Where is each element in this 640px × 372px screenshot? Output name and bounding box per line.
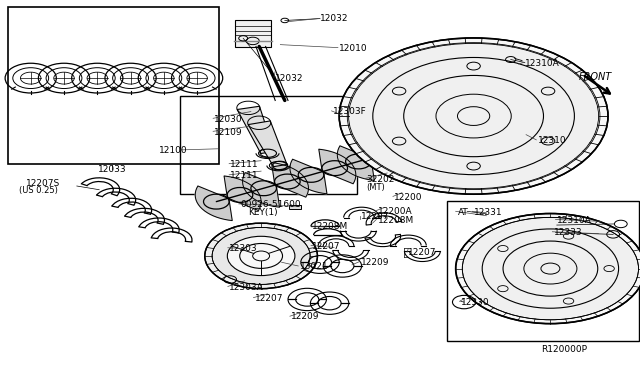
Circle shape (212, 227, 310, 285)
Text: 12333: 12333 (554, 228, 582, 237)
Polygon shape (243, 173, 280, 207)
Text: 12209: 12209 (291, 312, 320, 321)
Text: 12207: 12207 (312, 242, 341, 251)
Text: 12303A: 12303A (229, 283, 264, 292)
Text: 12208M: 12208M (312, 222, 349, 231)
Polygon shape (271, 163, 308, 197)
Text: 12111: 12111 (230, 171, 259, 180)
Text: 12200: 12200 (394, 193, 423, 202)
Text: 12207: 12207 (255, 294, 284, 303)
Text: 12207S: 12207S (26, 179, 60, 187)
Bar (235, 20, 271, 46)
Text: 12310A: 12310A (525, 59, 559, 68)
Polygon shape (337, 146, 374, 180)
Text: 12032: 12032 (320, 14, 349, 23)
Text: 12330: 12330 (461, 298, 490, 307)
Text: FRONT: FRONT (579, 73, 612, 82)
Text: 12303F: 12303F (333, 107, 367, 116)
Circle shape (456, 214, 640, 324)
Bar (8, 7, 219, 164)
Text: 12207: 12207 (408, 248, 437, 257)
Text: 12109: 12109 (214, 128, 243, 137)
Polygon shape (237, 106, 274, 154)
Text: 12208M: 12208M (378, 216, 414, 225)
Bar (180, 96, 357, 194)
Text: (MT): (MT) (366, 183, 385, 192)
Circle shape (462, 217, 639, 320)
Bar (289, 205, 301, 209)
Text: 12032: 12032 (275, 74, 304, 83)
Text: 12310A: 12310A (557, 216, 591, 225)
Text: 13021: 13021 (300, 262, 328, 271)
Text: 12100: 12100 (159, 146, 188, 155)
Text: 32202: 32202 (366, 175, 394, 184)
Text: 12030: 12030 (214, 115, 243, 124)
Text: 12033: 12033 (98, 165, 126, 174)
Text: 12010: 12010 (339, 44, 368, 53)
Bar (447, 201, 639, 341)
Text: 12310: 12310 (538, 136, 566, 145)
Polygon shape (195, 186, 232, 221)
Text: 12111: 12111 (230, 160, 259, 169)
Text: KEY(1): KEY(1) (248, 208, 278, 217)
Text: 12303: 12303 (229, 244, 258, 253)
Text: 00926-51600: 00926-51600 (240, 200, 301, 209)
Text: 12209: 12209 (361, 258, 390, 267)
Polygon shape (224, 176, 261, 211)
Text: AT: AT (458, 208, 468, 217)
Circle shape (227, 236, 295, 276)
Text: 12207: 12207 (361, 212, 390, 221)
Text: R120000P: R120000P (541, 345, 587, 354)
Polygon shape (366, 136, 403, 170)
Circle shape (348, 43, 600, 189)
Text: (US 0.25): (US 0.25) (19, 186, 58, 195)
Polygon shape (319, 149, 356, 184)
Circle shape (339, 38, 608, 194)
Polygon shape (248, 121, 287, 167)
Polygon shape (290, 159, 327, 194)
Circle shape (205, 223, 317, 289)
Text: 12331: 12331 (474, 208, 502, 217)
Text: 12200A: 12200A (378, 207, 412, 216)
